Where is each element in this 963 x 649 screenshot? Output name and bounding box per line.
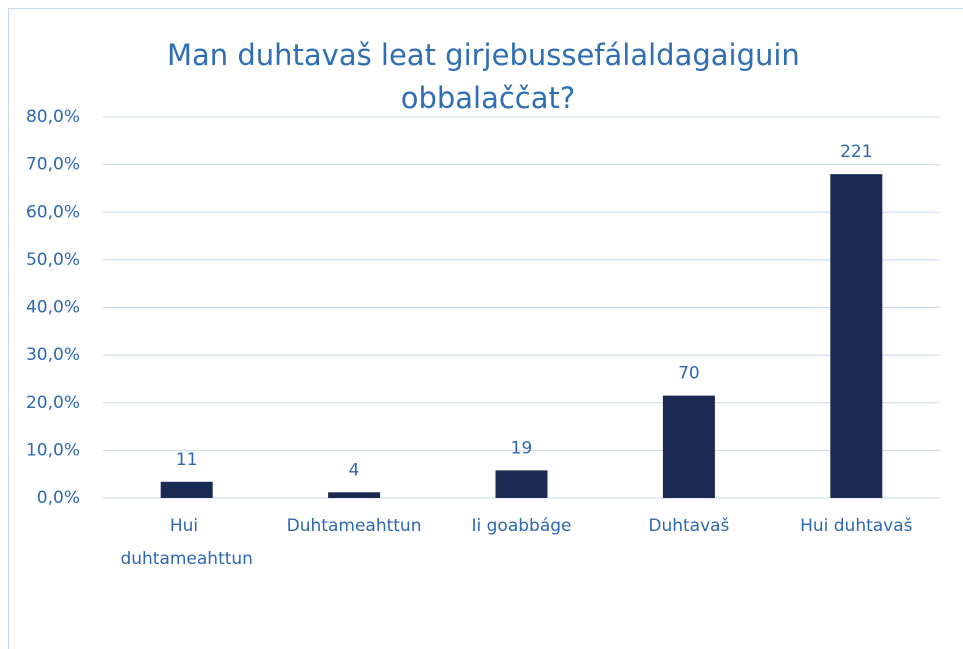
x-tick-label: Duhtavaš xyxy=(648,516,729,536)
bar xyxy=(495,470,548,498)
bar xyxy=(328,492,381,498)
data-label: 70 xyxy=(678,364,700,384)
x-tick-label: Hui duhtameahttun xyxy=(120,516,253,569)
data-label: 221 xyxy=(840,142,872,162)
y-tick-label: 80,0% xyxy=(26,107,80,127)
y-tick-label: 20,0% xyxy=(26,393,80,413)
bar xyxy=(830,174,883,498)
chart-frame xyxy=(8,8,963,649)
y-tick-label: 30,0% xyxy=(26,345,80,365)
y-tick-label: 60,0% xyxy=(26,202,80,222)
x-tick-label: Duhtameahttun xyxy=(287,516,422,536)
y-tick-label: 0,0% xyxy=(37,488,80,508)
bar xyxy=(160,481,213,498)
data-label: 11 xyxy=(176,450,198,470)
y-tick-label: 70,0% xyxy=(26,155,80,175)
x-tick-label: Ii goabbáge xyxy=(472,516,572,536)
data-label: 19 xyxy=(511,438,533,458)
x-tick-label: Hui duhtavaš xyxy=(800,516,913,536)
y-tick-label: 10,0% xyxy=(26,440,80,460)
y-tick-label: 50,0% xyxy=(26,250,80,270)
bar xyxy=(662,395,715,498)
y-tick-label: 40,0% xyxy=(26,298,80,318)
data-label: 4 xyxy=(349,460,360,480)
chart-title: Man duhtavaš leat girjebussefálaldagaigu… xyxy=(167,38,809,115)
